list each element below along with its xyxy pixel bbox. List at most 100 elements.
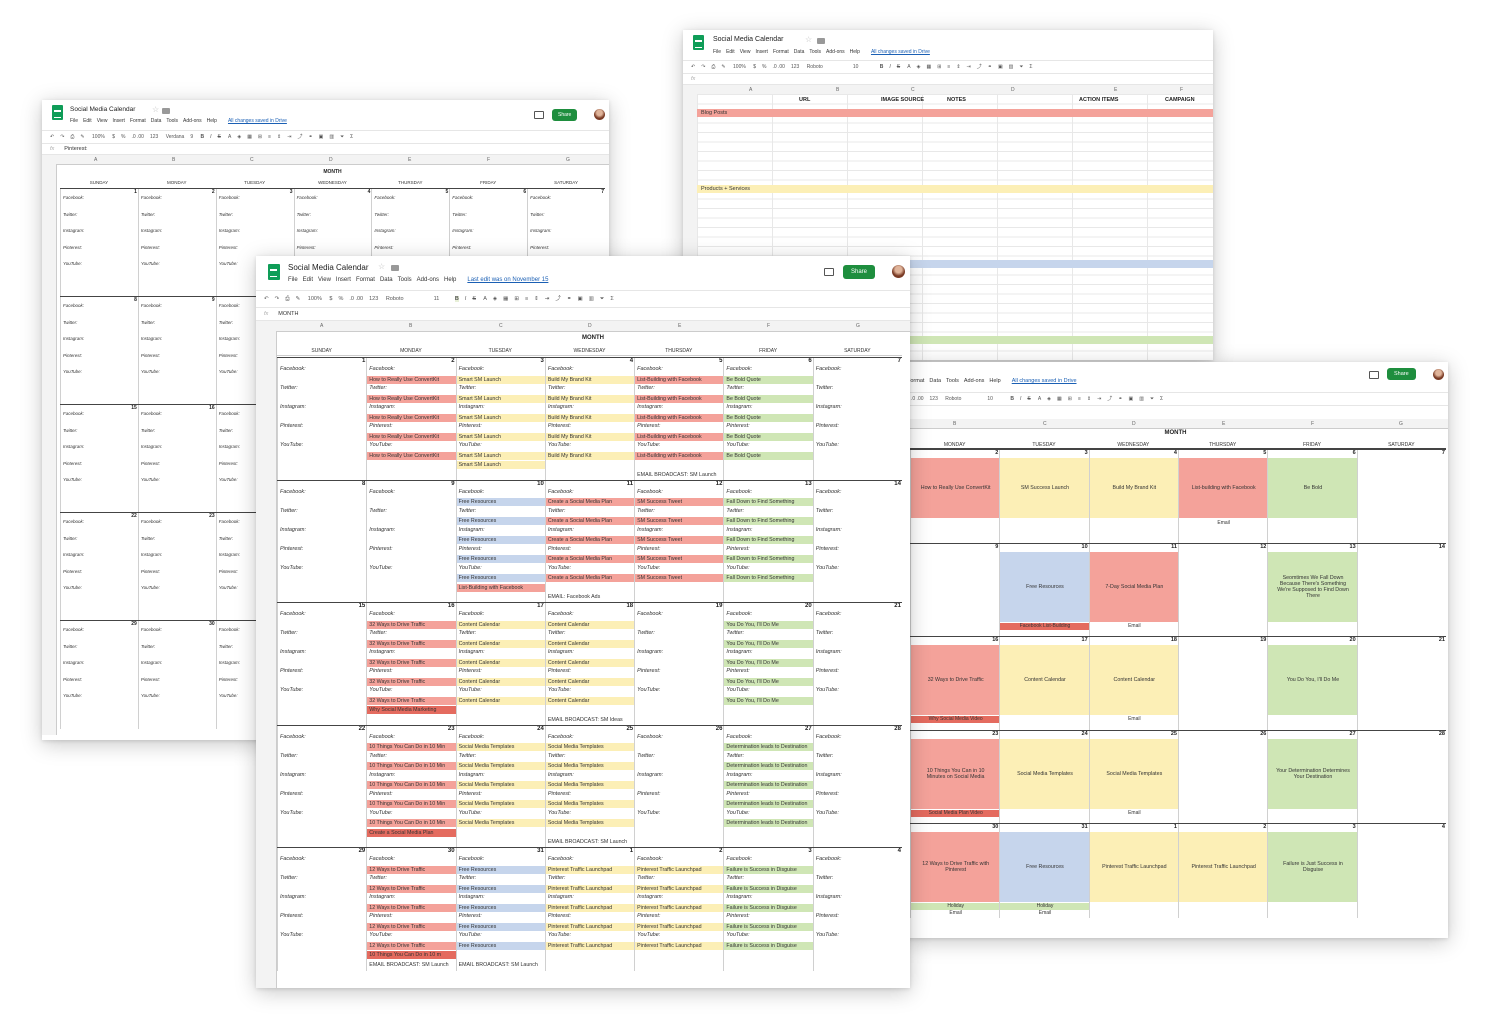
- day-cell[interactable]: 30 Facebook: Twitter: Instagram: Pinterest: Y…: [137, 621, 217, 729]
- post-tag[interactable]: How to Really Use ConvertKit: [367, 394, 457, 403]
- post-tag[interactable]: SM Success Tweet: [635, 574, 725, 582]
- day-cell[interactable]: 4 Facebook: Twitter: Instagram: Pinterest: Yo…: [812, 848, 903, 971]
- post-tag[interactable]: Social Media Templates: [545, 800, 636, 808]
- post-tag-extra[interactable]: Why Social Media Marketing: [367, 706, 457, 714]
- menu-data[interactable]: Data: [929, 378, 942, 384]
- saved-status-link[interactable]: All changes saved in Drive: [870, 49, 930, 55]
- post-tag[interactable]: Be Bold Quote: [724, 432, 814, 441]
- menu-insert[interactable]: Insert: [335, 277, 351, 283]
- saved-status-link[interactable]: All changes saved in Drive: [1011, 378, 1077, 384]
- day-cell[interactable]: 9: [910, 543, 1000, 637]
- day-cell[interactable]: 4: [1356, 824, 1447, 918]
- day-cell[interactable]: 4 Build My Brand Kit: [1088, 450, 1179, 544]
- chart-icon[interactable]: ▥: [1139, 396, 1144, 402]
- post-tag[interactable]: 12 Ways to Drive Traffic: [367, 922, 457, 931]
- font-select[interactable]: Roboto: [806, 64, 823, 70]
- day-cell[interactable]: 23 10 Things You Can in 10 Minutes on Soc…: [910, 730, 1001, 824]
- col-e[interactable]: E: [408, 157, 412, 163]
- day-cell[interactable]: 24 Social Media Templates: [999, 730, 1090, 824]
- font-select[interactable]: Verdana: [165, 134, 185, 140]
- undo-icon[interactable]: ↶: [50, 134, 55, 140]
- post-strip[interactable]: Holiday: [911, 903, 1001, 910]
- chart-icon[interactable]: ▥: [1008, 64, 1014, 70]
- fill-color-icon[interactable]: ◈: [1047, 396, 1052, 402]
- post-tag[interactable]: Create a Social Media Plan: [545, 536, 636, 544]
- valign-icon[interactable]: ⇕: [277, 134, 282, 140]
- day-cell[interactable]: 3 Failure is Just Success in Disguise: [1267, 824, 1358, 918]
- post-tag[interactable]: SM Success Tweet: [635, 536, 725, 544]
- text-color-icon[interactable]: A: [1037, 396, 1042, 402]
- post-tag[interactable]: Failure is Success in Disguise: [724, 903, 814, 912]
- day-cell[interactable]: 7: [1356, 450, 1447, 544]
- comment-insert-icon[interactable]: ▣: [318, 134, 324, 140]
- row-blue-band[interactable]: [697, 260, 1213, 268]
- post-tag[interactable]: Social Media Templates: [545, 762, 636, 770]
- post-tag[interactable]: Content Calendar: [545, 639, 636, 648]
- post-tag[interactable]: Social Media Templates: [456, 781, 546, 789]
- day-cell[interactable]: 19 Facebook: Twitter: Instagram: Pinterest: Y…: [634, 603, 724, 726]
- menu-format[interactable]: Format: [772, 49, 789, 55]
- valign-icon[interactable]: ⇕: [534, 296, 539, 302]
- day-cell[interactable]: Facebook: Twitter: Instagram: Pinterest: You…: [215, 405, 295, 513]
- day-cell[interactable]: 12 Facebook: Twitter: Instagram: Pinterest: Y…: [634, 480, 725, 603]
- day-cell[interactable]: 11 7-Day Social Media Plan Email: [1088, 543, 1179, 637]
- menu-tools[interactable]: Tools: [809, 49, 822, 55]
- post-tag[interactable]: Social Media Templates: [545, 743, 636, 751]
- avatar[interactable]: [892, 265, 905, 278]
- post-tag[interactable]: Pinterest Traffic Launchpad: [545, 922, 636, 931]
- post-tag[interactable]: Pinterest Traffic Launchpad: [545, 941, 636, 950]
- menu-file[interactable]: File: [288, 277, 298, 283]
- undo-icon[interactable]: ↶: [691, 64, 696, 70]
- day-cell[interactable]: 2 Facebook: Twitter: Instagram: Pinterest: Yo…: [366, 358, 457, 481]
- day-cell[interactable]: 23 Facebook: Twitter: Instagram: Pinterest: Y…: [137, 513, 217, 621]
- post-strip[interactable]: Holiday: [1000, 903, 1090, 910]
- menu-view[interactable]: View: [318, 277, 331, 283]
- post-tag[interactable]: 32 Ways to Drive Traffic: [367, 658, 457, 667]
- post-tag[interactable]: List-Building with Facebook: [635, 413, 725, 422]
- col-d[interactable]: D: [329, 157, 333, 163]
- post-tag[interactable]: Free Resources: [456, 941, 546, 950]
- merge-icon[interactable]: ⊞: [937, 64, 942, 70]
- post-tag[interactable]: 32 Ways to Drive Traffic: [367, 620, 457, 629]
- post-tag-extra[interactable]: Smart SM Launch: [456, 461, 546, 469]
- post-tag[interactable]: Free Resources: [456, 922, 546, 931]
- day-cell[interactable]: 9 Facebook: Twitter: Instagram: Pinterest: Yo…: [137, 297, 217, 405]
- format-select[interactable]: 123: [149, 134, 159, 140]
- menu-format[interactable]: Format: [907, 378, 925, 384]
- post-tag[interactable]: Content Calendar: [456, 620, 546, 629]
- post-tag[interactable]: How to Really Use ConvertKit: [367, 375, 457, 384]
- post-block[interactable]: 10 Things You Can in 10 Minutes on Socia…: [911, 738, 1001, 809]
- post-tag[interactable]: Social Media Templates: [545, 781, 636, 789]
- italic-button[interactable]: I: [464, 296, 467, 302]
- post-tag[interactable]: Determination leads to Destination: [724, 800, 814, 808]
- post-tag[interactable]: Social Media Templates: [456, 819, 546, 827]
- day-cell[interactable]: 2 Facebook: Twitter: Instagram: Pinterest: Yo…: [137, 189, 217, 297]
- post-tag[interactable]: How to Really Use ConvertKit: [367, 432, 457, 441]
- doc-title[interactable]: Social Media Calendar: [288, 263, 369, 272]
- post-tag[interactable]: List-Building with Facebook: [635, 451, 725, 460]
- day-cell[interactable]: 2 How to Really Use ConvertKit: [910, 450, 1001, 544]
- post-tag[interactable]: Determination leads to Destination: [724, 819, 814, 827]
- col-f[interactable]: F: [487, 157, 491, 163]
- day-cell[interactable]: 9 Facebook: Twitter: Instagram: Pinterest: Yo…: [366, 480, 456, 603]
- post-tag[interactable]: Be Bold Quote: [724, 394, 814, 403]
- col-g[interactable]: G: [566, 157, 570, 163]
- post-tag[interactable]: Pinterest Traffic Launchpad: [635, 903, 725, 912]
- bold-button[interactable]: B: [1010, 396, 1014, 402]
- post-tag[interactable]: Free Resources: [456, 574, 546, 582]
- col-a[interactable]: A: [94, 157, 98, 163]
- decimals-button[interactable]: .0 .00: [349, 296, 364, 302]
- post-block[interactable]: Failure is Just Success in Disguise: [1268, 832, 1358, 902]
- wrap-icon[interactable]: ⇥: [544, 296, 550, 302]
- post-tag[interactable]: Build My Brand Kit: [545, 451, 636, 460]
- post-block[interactable]: Social Media Templates: [1089, 738, 1179, 809]
- post-tag[interactable]: You Do You, I'll Do Me: [724, 658, 814, 667]
- post-tag[interactable]: Content Calendar: [456, 639, 546, 648]
- post-tag[interactable]: Smart SM Launch: [456, 432, 546, 441]
- formula-bar[interactable]: fx Pinterest:: [42, 144, 609, 155]
- col-f[interactable]: F: [1311, 421, 1315, 427]
- day-cell[interactable]: 8 Facebook: Twitter: Instagram: Pinterest: Yo…: [60, 297, 139, 405]
- post-tag[interactable]: SM Success Tweet: [635, 517, 725, 525]
- post-tag[interactable]: Failure is Success in Disguise: [724, 865, 814, 874]
- fill-color-icon[interactable]: ◈: [492, 296, 498, 302]
